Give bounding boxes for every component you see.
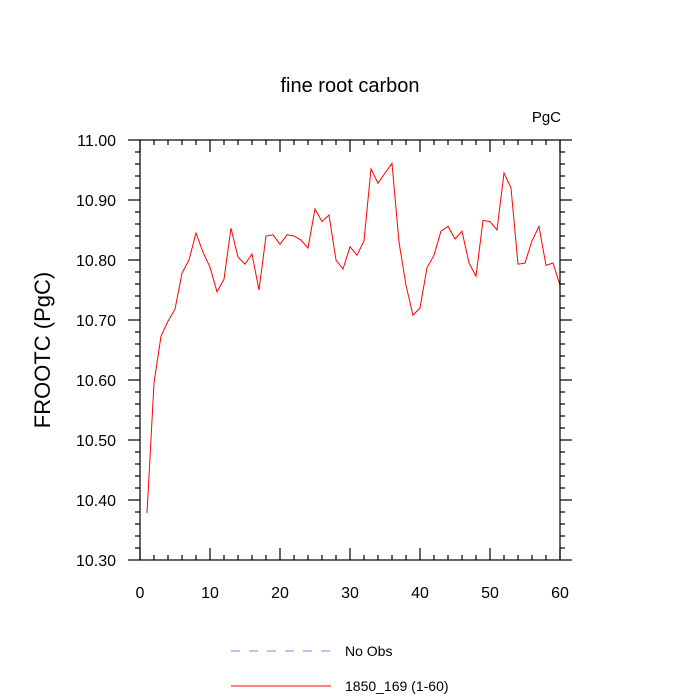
legend: No Obs 1850_169 (1-60): [231, 643, 449, 694]
y-axis-label: FROOTC (PgC): [30, 272, 55, 428]
x-tick-label: 50: [481, 585, 499, 602]
x-tick-label: 60: [551, 585, 569, 602]
y-tick-label: 10.70: [76, 313, 116, 330]
y-tick-label: 10.90: [76, 193, 116, 210]
x-tick-label: 20: [271, 585, 289, 602]
plot-area: [146, 162, 561, 514]
x-tick-label: 0: [136, 585, 145, 602]
y-tick-label: 11.00: [77, 133, 116, 150]
series-line-1: [146, 162, 561, 514]
units-label: PgC: [532, 109, 561, 126]
y-tick-label: 10.60: [76, 373, 116, 390]
plot-frame: [139, 139, 561, 561]
legend-label-no-obs: No Obs: [345, 643, 392, 659]
y-tick-label: 10.80: [76, 253, 116, 270]
x-tick-label: 10: [201, 585, 219, 602]
legend-label-1850-169: 1850_169 (1-60): [345, 678, 449, 694]
y-tick-label: 10.30: [76, 553, 116, 570]
axis-tick-labels: 0 10 20 30 40 50 60 10.30 10.40 10.50 10.60 10.70 10…: [76, 133, 569, 602]
y-tick-label: 10.40: [76, 493, 116, 510]
x-tick-label: 30: [341, 585, 359, 602]
axis-ticks: [128, 139, 572, 561]
x-tick-label: 40: [411, 585, 429, 602]
y-tick-label: 10.50: [76, 433, 116, 450]
chart-title: fine root carbon: [281, 75, 420, 97]
